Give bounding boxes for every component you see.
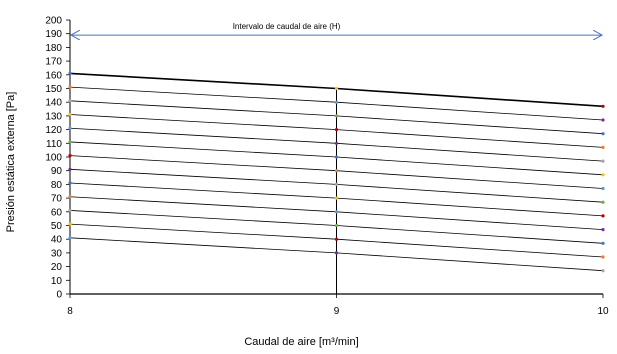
data-point <box>334 210 339 214</box>
y-tick-label: 150 <box>45 84 62 95</box>
data-point <box>68 140 72 144</box>
data-point <box>334 223 339 228</box>
data-point <box>68 154 72 158</box>
data-point <box>601 186 605 191</box>
y-tick-label: 160 <box>45 70 62 81</box>
data-point <box>68 71 72 76</box>
data-point <box>601 132 605 136</box>
y-tick-label: 10 <box>51 276 63 287</box>
data-point <box>334 196 339 200</box>
data-point <box>68 195 72 199</box>
data-point <box>334 155 339 159</box>
data-point <box>334 100 339 104</box>
data-point <box>601 173 605 177</box>
y-axis-title: Presión estática externa [Pa] <box>5 92 17 233</box>
y-tick-label: 60 <box>51 207 63 218</box>
y-tick-label: 20 <box>51 262 63 273</box>
y-tick-label: 130 <box>45 111 62 122</box>
data-point <box>334 251 339 255</box>
y-tick-label: 80 <box>51 180 63 191</box>
data-point <box>334 114 339 118</box>
airflow-interval-label: Intervalo de caudal de aire (H) <box>233 22 341 31</box>
data-point <box>601 104 605 108</box>
data-point <box>68 126 72 130</box>
y-tick-label: 190 <box>45 29 62 40</box>
x-tick-label: 9 <box>334 306 340 317</box>
data-point <box>334 169 339 173</box>
data-point <box>601 214 605 218</box>
x-axis-title: Caudal de aire [m³/min] <box>244 336 358 348</box>
data-point <box>601 241 605 245</box>
data-point <box>334 141 339 145</box>
data-point <box>68 222 72 226</box>
y-tick-label: 120 <box>45 125 62 136</box>
data-point <box>68 85 72 89</box>
data-point <box>601 159 605 163</box>
x-tick-label: 10 <box>597 306 609 317</box>
data-point <box>68 181 72 185</box>
data-point <box>68 236 72 240</box>
y-tick-label: 50 <box>51 221 63 232</box>
data-point <box>334 237 339 241</box>
y-tick-label: 30 <box>51 248 63 259</box>
data-point <box>601 228 605 232</box>
y-tick-label: 90 <box>51 166 63 177</box>
data-point <box>601 200 605 204</box>
data-point <box>68 167 72 171</box>
data-point <box>334 182 339 186</box>
x-tick-label: 8 <box>67 306 73 317</box>
y-tick-label: 110 <box>46 139 62 150</box>
y-tick-label: 140 <box>45 98 62 109</box>
data-point <box>68 112 72 117</box>
y-tick-label: 100 <box>45 153 62 164</box>
data-point <box>334 128 339 132</box>
data-point <box>601 145 605 150</box>
data-point <box>601 269 605 273</box>
y-tick-label: 70 <box>51 194 63 205</box>
data-point <box>68 99 72 103</box>
data-point <box>601 255 605 259</box>
data-point <box>601 118 605 122</box>
y-tick-label: 40 <box>51 235 63 246</box>
y-tick-label: 180 <box>45 43 62 54</box>
data-point <box>334 86 339 91</box>
data-point <box>68 208 72 213</box>
y-tick-label: 170 <box>45 57 62 68</box>
plot-area: 0 10 20 30 40 50 60 70 80 90 100 110 120 130 140 150 160… <box>45 16 609 318</box>
y-tick-label: 0 <box>56 290 62 301</box>
y-tick-label: 200 <box>45 16 62 27</box>
